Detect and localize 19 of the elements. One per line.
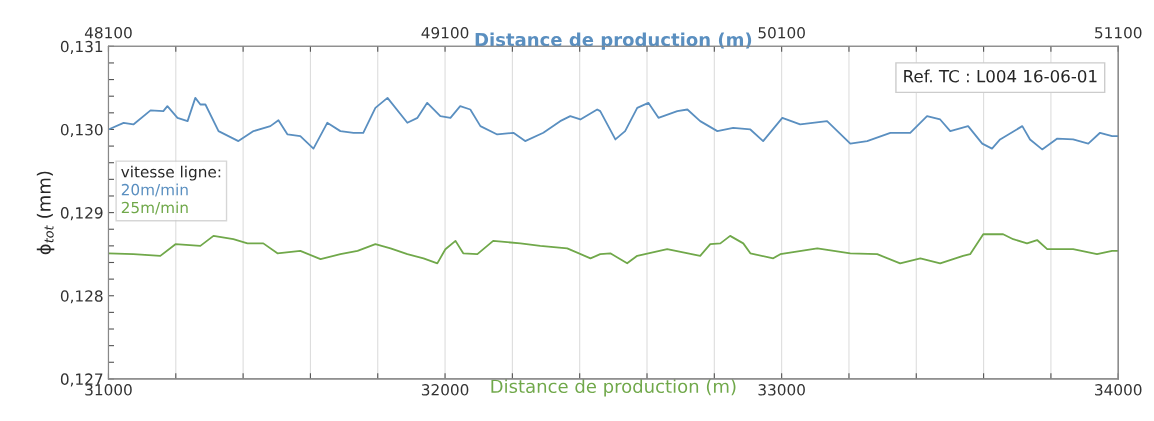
x-tick-label: 32000 bbox=[421, 384, 469, 396]
x2-tick-label: 51100 bbox=[1095, 26, 1142, 39]
x2-tick-label: 49100 bbox=[421, 26, 469, 39]
y-tick-label: 0,129 bbox=[60, 207, 103, 221]
x-tick-label: 34000 bbox=[1095, 384, 1142, 396]
legend-title: vitesse ligne: bbox=[121, 165, 221, 181]
series-label: 25m/min bbox=[121, 201, 188, 215]
y-axis-title: ϕ$_{tot}$ (mm) bbox=[36, 171, 55, 255]
annotation: Ref. TC : L004 16-06-01 bbox=[904, 69, 1097, 83]
text: 20m/min bbox=[121, 183, 188, 197]
x2-axis-title: Distance de production (m) bbox=[475, 32, 752, 50]
x-axis-title: Distance de production (m) bbox=[491, 379, 736, 397]
y-tick-label: 0,128 bbox=[60, 290, 103, 304]
line-series bbox=[108, 233, 1119, 265]
y-tick-label: 0,131 bbox=[60, 40, 103, 54]
x2-tick-label: 48100 bbox=[84, 26, 132, 39]
x2-tick-label: 50100 bbox=[758, 26, 805, 39]
x-tick-label: 33000 bbox=[758, 384, 805, 396]
y-tick-label: 0,130 bbox=[60, 123, 103, 138]
